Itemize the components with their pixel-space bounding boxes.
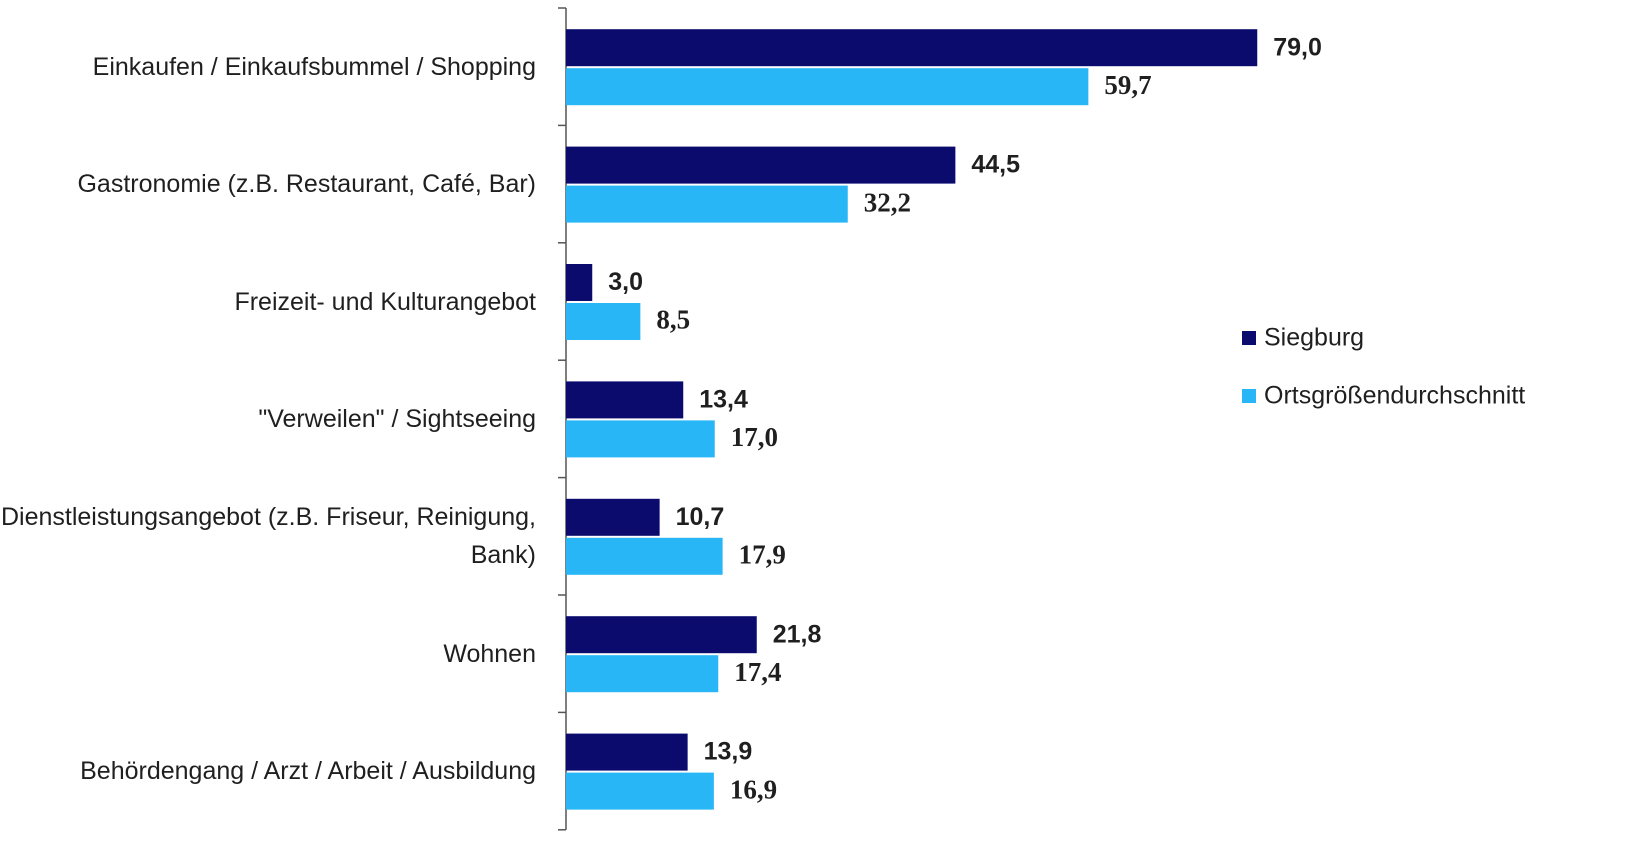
data-label: 13,9 <box>704 738 753 766</box>
legend-swatch <box>1242 389 1256 403</box>
category-label: "Verweilen" / Sightseeing <box>258 404 536 433</box>
bar <box>566 381 684 419</box>
bar <box>566 772 714 810</box>
bar <box>566 146 956 184</box>
data-label: 79,0 <box>1273 33 1322 61</box>
bar <box>566 264 593 301</box>
legend-label: Ortsgrößendurchschnitt <box>1264 382 1525 410</box>
category-label: Wohnen <box>443 639 536 668</box>
bar <box>566 303 641 340</box>
legend-label: Siegburg <box>1264 324 1364 352</box>
data-label: 59,7 <box>1104 70 1151 100</box>
category-label: Gastronomie (z.B. Restaurant, Café, Bar) <box>77 170 536 199</box>
bar <box>566 185 848 223</box>
bar <box>566 537 723 575</box>
data-label: 17,0 <box>731 422 778 452</box>
category-label: Behördengang / Arzt / Arbeit / Ausbildun… <box>80 757 536 786</box>
data-label: 13,4 <box>699 386 748 414</box>
category-label: Dienstleistungsangebot (z.B. Friseur, Re… <box>0 503 536 570</box>
bar <box>566 616 757 654</box>
data-label: 10,7 <box>676 503 725 531</box>
bar <box>566 655 719 693</box>
data-label: 17,4 <box>734 657 781 687</box>
bar <box>566 420 715 458</box>
category-label: Freizeit- und Kulturangebot <box>234 287 536 316</box>
legend-swatch <box>1242 331 1256 345</box>
data-label: 17,9 <box>739 540 786 570</box>
bar <box>566 68 1089 106</box>
data-label: 21,8 <box>773 620 822 648</box>
data-label: 16,9 <box>730 774 777 804</box>
bar <box>566 733 688 771</box>
data-label: 44,5 <box>971 151 1020 179</box>
bar <box>566 498 660 536</box>
data-label: 8,5 <box>656 305 690 335</box>
category-label: Einkaufen / Einkaufsbummel / Shopping <box>92 52 536 81</box>
bar <box>566 29 1258 67</box>
data-label: 32,2 <box>864 187 911 217</box>
data-label: 3,0 <box>608 268 643 296</box>
